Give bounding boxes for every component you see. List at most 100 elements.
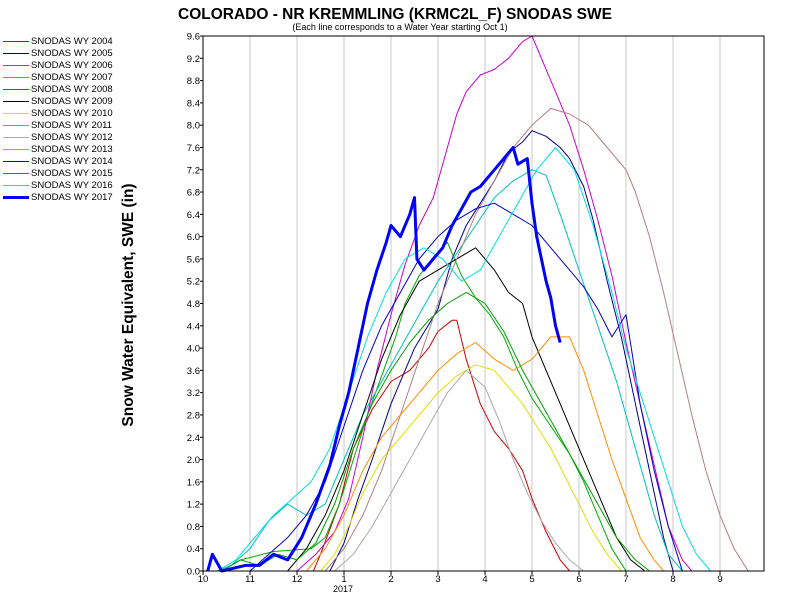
y-tick-label: 4.0 — [187, 344, 200, 355]
y-tick-label: 9.2 — [187, 54, 200, 65]
legend-swatch — [3, 172, 29, 174]
legend-label: SNODAS WY 2009 — [31, 95, 113, 107]
x-tick-label: 2 — [388, 574, 393, 585]
x-axis-year-label: 2017 — [333, 584, 353, 594]
series-line-snodas-wy-2015 — [221, 291, 650, 572]
legend-label: SNODAS WY 2017 — [31, 191, 113, 203]
legend-swatch — [3, 64, 29, 66]
chart-series-group — [206, 35, 749, 573]
series-line-snodas-wy-2008 — [296, 35, 693, 572]
x-axis: 10 11 12 1 2 3 4 5 6 7 8 9 — [198, 571, 723, 585]
y-tick-label: 1.6 — [187, 477, 200, 488]
x-tick-label: 8 — [670, 574, 675, 585]
series-line-snodas-wy-2017 — [206, 146, 562, 573]
legend-item: SNODAS WY 2013 — [3, 143, 131, 155]
legend-label: SNODAS WY 2004 — [31, 35, 113, 47]
y-tick-label: 6.8 — [187, 188, 200, 199]
legend-swatch — [3, 136, 29, 138]
legend-label: SNODAS WY 2011 — [31, 119, 112, 131]
legend-label: SNODAS WY 2008 — [31, 83, 113, 95]
series-line-snodas-wy-2009 — [287, 247, 646, 572]
legend-item: SNODAS WY 2010 — [3, 107, 131, 119]
legend-label: SNODAS WY 2012 — [31, 131, 113, 143]
y-tick-label: 5.2 — [187, 277, 200, 288]
legend-swatch — [3, 160, 29, 162]
x-tick-label: 6 — [576, 574, 581, 585]
x-tick-label: 7 — [623, 574, 628, 585]
legend-item: SNODAS WY 2007 — [3, 71, 131, 83]
legend-swatch — [3, 52, 29, 54]
y-tick-label: 3.6 — [187, 366, 200, 377]
x-tick-label: 12 — [292, 574, 303, 585]
legend-item: SNODAS WY 2005 — [3, 47, 131, 59]
legend-item: SNODAS WY 2016 — [3, 179, 131, 191]
y-tick-label: 7.6 — [187, 143, 200, 154]
chart-title: COLORADO - NR KREMMLING (KRMC2L_F) SNODA… — [178, 6, 612, 23]
y-tick-label: 2.4 — [187, 433, 200, 444]
chart-grid — [249, 36, 721, 571]
legend-swatch — [3, 112, 29, 114]
y-tick-label: 1.2 — [187, 500, 200, 511]
legend-item: SNODAS WY 2004 — [3, 35, 131, 47]
y-tick-label: 0.0 — [187, 567, 200, 578]
legend-label: SNODAS WY 2005 — [31, 47, 113, 59]
series-line-snodas-wy-2005 — [329, 130, 674, 572]
y-tick-label: 2.0 — [187, 455, 200, 466]
series-line-snodas-wy-2016 — [216, 147, 711, 572]
legend-label: SNODAS WY 2014 — [31, 155, 113, 167]
legend-item: SNODAS WY 2014 — [3, 155, 131, 167]
y-tick-label: 6.0 — [187, 232, 200, 243]
x-tick-label: 5 — [529, 574, 534, 585]
series-line-snodas-wy-2011 — [324, 107, 749, 572]
x-tick-label: 9 — [717, 574, 722, 585]
legend-item: SNODAS WY 2008 — [3, 83, 131, 95]
legend-item: SNODAS WY 2006 — [3, 59, 131, 71]
y-tick-label: 3.2 — [187, 388, 200, 399]
y-tick-label: 8.0 — [187, 121, 200, 132]
series-line-snodas-wy-2006 — [221, 241, 627, 572]
x-tick-label: 3 — [435, 574, 440, 585]
legend-item: SNODAS WY 2011 — [3, 119, 131, 131]
legend-swatch — [3, 100, 29, 102]
y-tick-label: 8.8 — [187, 76, 200, 87]
series-line-snodas-wy-2004 — [312, 319, 570, 572]
y-tick-label: 5.6 — [187, 254, 200, 265]
y-tick-label: 8.4 — [187, 98, 200, 109]
y-tick-label: 0.4 — [187, 544, 200, 555]
y-tick-label: 7.2 — [187, 165, 200, 176]
y-tick-label: 4.8 — [187, 299, 200, 310]
legend-swatch — [3, 184, 29, 186]
legend-label: SNODAS WY 2015 — [31, 167, 113, 179]
legend-item: SNODAS WY 2009 — [3, 95, 131, 107]
y-tick-label: 0.8 — [187, 522, 200, 533]
series-line-snodas-wy-2012 — [334, 369, 585, 572]
legend-label: SNODAS WY 2006 — [31, 59, 113, 71]
legend-swatch — [3, 148, 29, 150]
legend-item: SNODAS WY 2012 — [3, 131, 131, 143]
legend-label: SNODAS WY 2016 — [31, 179, 113, 191]
series-line-snodas-wy-2014 — [249, 202, 683, 572]
legend-item: SNODAS WY 2015 — [3, 167, 131, 179]
y-tick-label: 9.6 — [187, 32, 200, 43]
plot-area-frame — [202, 35, 765, 572]
legend-item: SNODAS WY 2017 — [3, 191, 131, 203]
chart-subtitle: (Each line corresponds to a Water Year s… — [292, 22, 507, 32]
x-tick-label: 10 — [198, 574, 209, 585]
series-line-snodas-wy-2013 — [306, 336, 664, 572]
legend-label: SNODAS WY 2013 — [31, 143, 113, 155]
x-tick-label: 11 — [245, 574, 255, 585]
y-tick-label: 4.4 — [187, 321, 200, 332]
x-tick-label: 4 — [482, 574, 487, 585]
x-tick-label: 1 — [341, 574, 346, 585]
y-axis-label: Snow Water Equivalent, SWE (in) — [120, 183, 137, 426]
legend-swatch — [3, 195, 29, 199]
y-axis: 0.0 0.4 0.8 1.2 1.6 2.0 2.4 2.8 3.2 3.6 4.0 4.4 4.8 5… — [187, 32, 203, 578]
legend-label: SNODAS WY 2007 — [31, 71, 113, 83]
series-line-snodas-wy-2007 — [216, 169, 683, 572]
legend-swatch — [3, 40, 29, 42]
series-line-snodas-wy-2010 — [320, 364, 622, 572]
y-tick-label: 6.4 — [187, 210, 200, 221]
chart-legend: SNODAS WY 2004 SNODAS WY 2005 SNODAS WY 20… — [3, 35, 131, 203]
y-tick-label: 2.8 — [187, 410, 200, 421]
